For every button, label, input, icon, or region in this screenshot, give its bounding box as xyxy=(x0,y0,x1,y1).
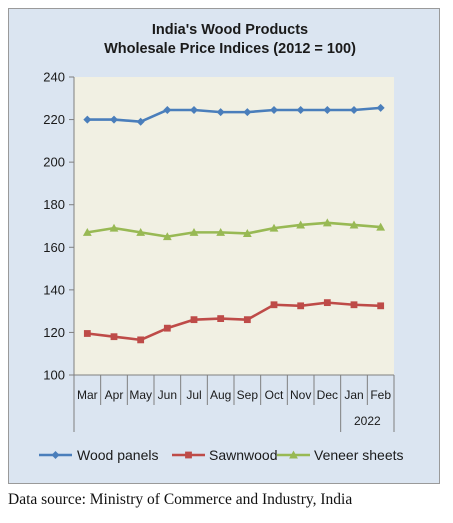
legend-label-sawnwood: Sawnwood xyxy=(209,447,278,463)
data-point-sawnwood xyxy=(137,336,145,344)
data-point-veneer-sheets xyxy=(269,223,279,232)
data-point-wood-panels xyxy=(136,117,145,126)
y-tick-label: 140 xyxy=(43,282,65,297)
data-point-sawnwood xyxy=(243,316,251,324)
data-point-sawnwood xyxy=(83,330,91,337)
data-point-veneer-sheets xyxy=(189,227,199,236)
data-point-veneer-sheets xyxy=(242,229,252,237)
data-point-sawnwood xyxy=(350,301,358,309)
series-line-veneer-sheets xyxy=(87,221,381,238)
data-point-wood-panels xyxy=(243,108,252,117)
series-line-sawnwood xyxy=(87,301,381,342)
data-point-veneer-sheets xyxy=(109,223,119,232)
x-category-label: Oct xyxy=(265,388,284,402)
y-tick-label: 200 xyxy=(43,155,65,170)
x-category-label: Jun xyxy=(158,388,177,402)
legend-marker-wood-panels xyxy=(51,451,60,459)
data-point-veneer-sheets xyxy=(162,232,172,241)
data-point-wood-panels xyxy=(190,105,198,114)
data-point-sawnwood xyxy=(377,302,385,310)
data-point-veneer-sheets xyxy=(136,227,146,236)
x-category-label: Feb xyxy=(370,388,391,402)
data-point-wood-panels xyxy=(376,103,385,112)
data-point-veneer-sheets xyxy=(349,220,359,229)
y-tick-label: 240 xyxy=(43,70,65,85)
data-point-sawnwood xyxy=(323,299,331,307)
x-category-label: Apr xyxy=(105,388,124,402)
data-point-wood-panels xyxy=(270,105,278,114)
legend-label-wood-panels: Wood panels xyxy=(77,447,158,463)
x-category-label: Aug xyxy=(210,388,231,402)
legend-label-veneer-sheets: Veneer sheets xyxy=(314,447,404,463)
data-point-wood-panels xyxy=(323,105,332,114)
x-category-label: May xyxy=(129,388,152,402)
data-point-veneer-sheets xyxy=(216,227,226,236)
x-category-label: Jul xyxy=(186,388,201,402)
chart-title-line-2: Wholesale Price Indices (2012 = 100) xyxy=(104,41,356,57)
legend-marker-sawnwood xyxy=(185,451,192,459)
chart-title-line-1: India's Wood Products xyxy=(152,22,308,38)
y-tick-label: 220 xyxy=(43,112,65,127)
data-point-wood-panels xyxy=(110,115,118,124)
data-point-sawnwood xyxy=(297,302,305,310)
chart-frame: India's Wood Products Wholesale Price In… xyxy=(8,8,440,484)
data-point-wood-panels xyxy=(296,105,305,114)
series-line-wood-panels xyxy=(87,106,381,123)
x-category-label: Dec xyxy=(317,388,338,402)
data-point-wood-panels xyxy=(83,115,92,124)
x-year-group-label: 2022 xyxy=(354,414,381,428)
data-source-note: Data source: Ministry of Commerce and In… xyxy=(8,491,353,508)
data-point-sawnwood xyxy=(110,333,118,341)
data-point-sawnwood xyxy=(270,301,278,309)
x-category-label: Jan xyxy=(344,388,363,402)
y-tick-label: 100 xyxy=(43,368,65,383)
x-category-label: Sep xyxy=(237,388,259,402)
x-category-label: Nov xyxy=(290,388,311,402)
legend-marker-veneer-sheets xyxy=(289,450,298,459)
x-category-label: Mar xyxy=(77,388,98,402)
data-point-sawnwood xyxy=(217,315,225,322)
data-point-veneer-sheets xyxy=(376,222,386,231)
data-point-sawnwood xyxy=(163,324,171,332)
data-point-wood-panels xyxy=(216,108,225,117)
data-point-wood-panels xyxy=(163,105,172,114)
y-tick-label: 180 xyxy=(43,197,65,212)
data-point-wood-panels xyxy=(350,105,358,114)
data-point-veneer-sheets xyxy=(82,227,92,236)
plot-area xyxy=(74,77,394,375)
data-point-sawnwood xyxy=(190,316,198,324)
wood-price-chart: India's Wood Products Wholesale Price In… xyxy=(39,22,404,463)
data-point-veneer-sheets xyxy=(296,220,306,229)
y-tick-label: 160 xyxy=(43,240,65,255)
data-point-veneer-sheets xyxy=(322,218,332,227)
y-tick-label: 120 xyxy=(43,325,65,340)
